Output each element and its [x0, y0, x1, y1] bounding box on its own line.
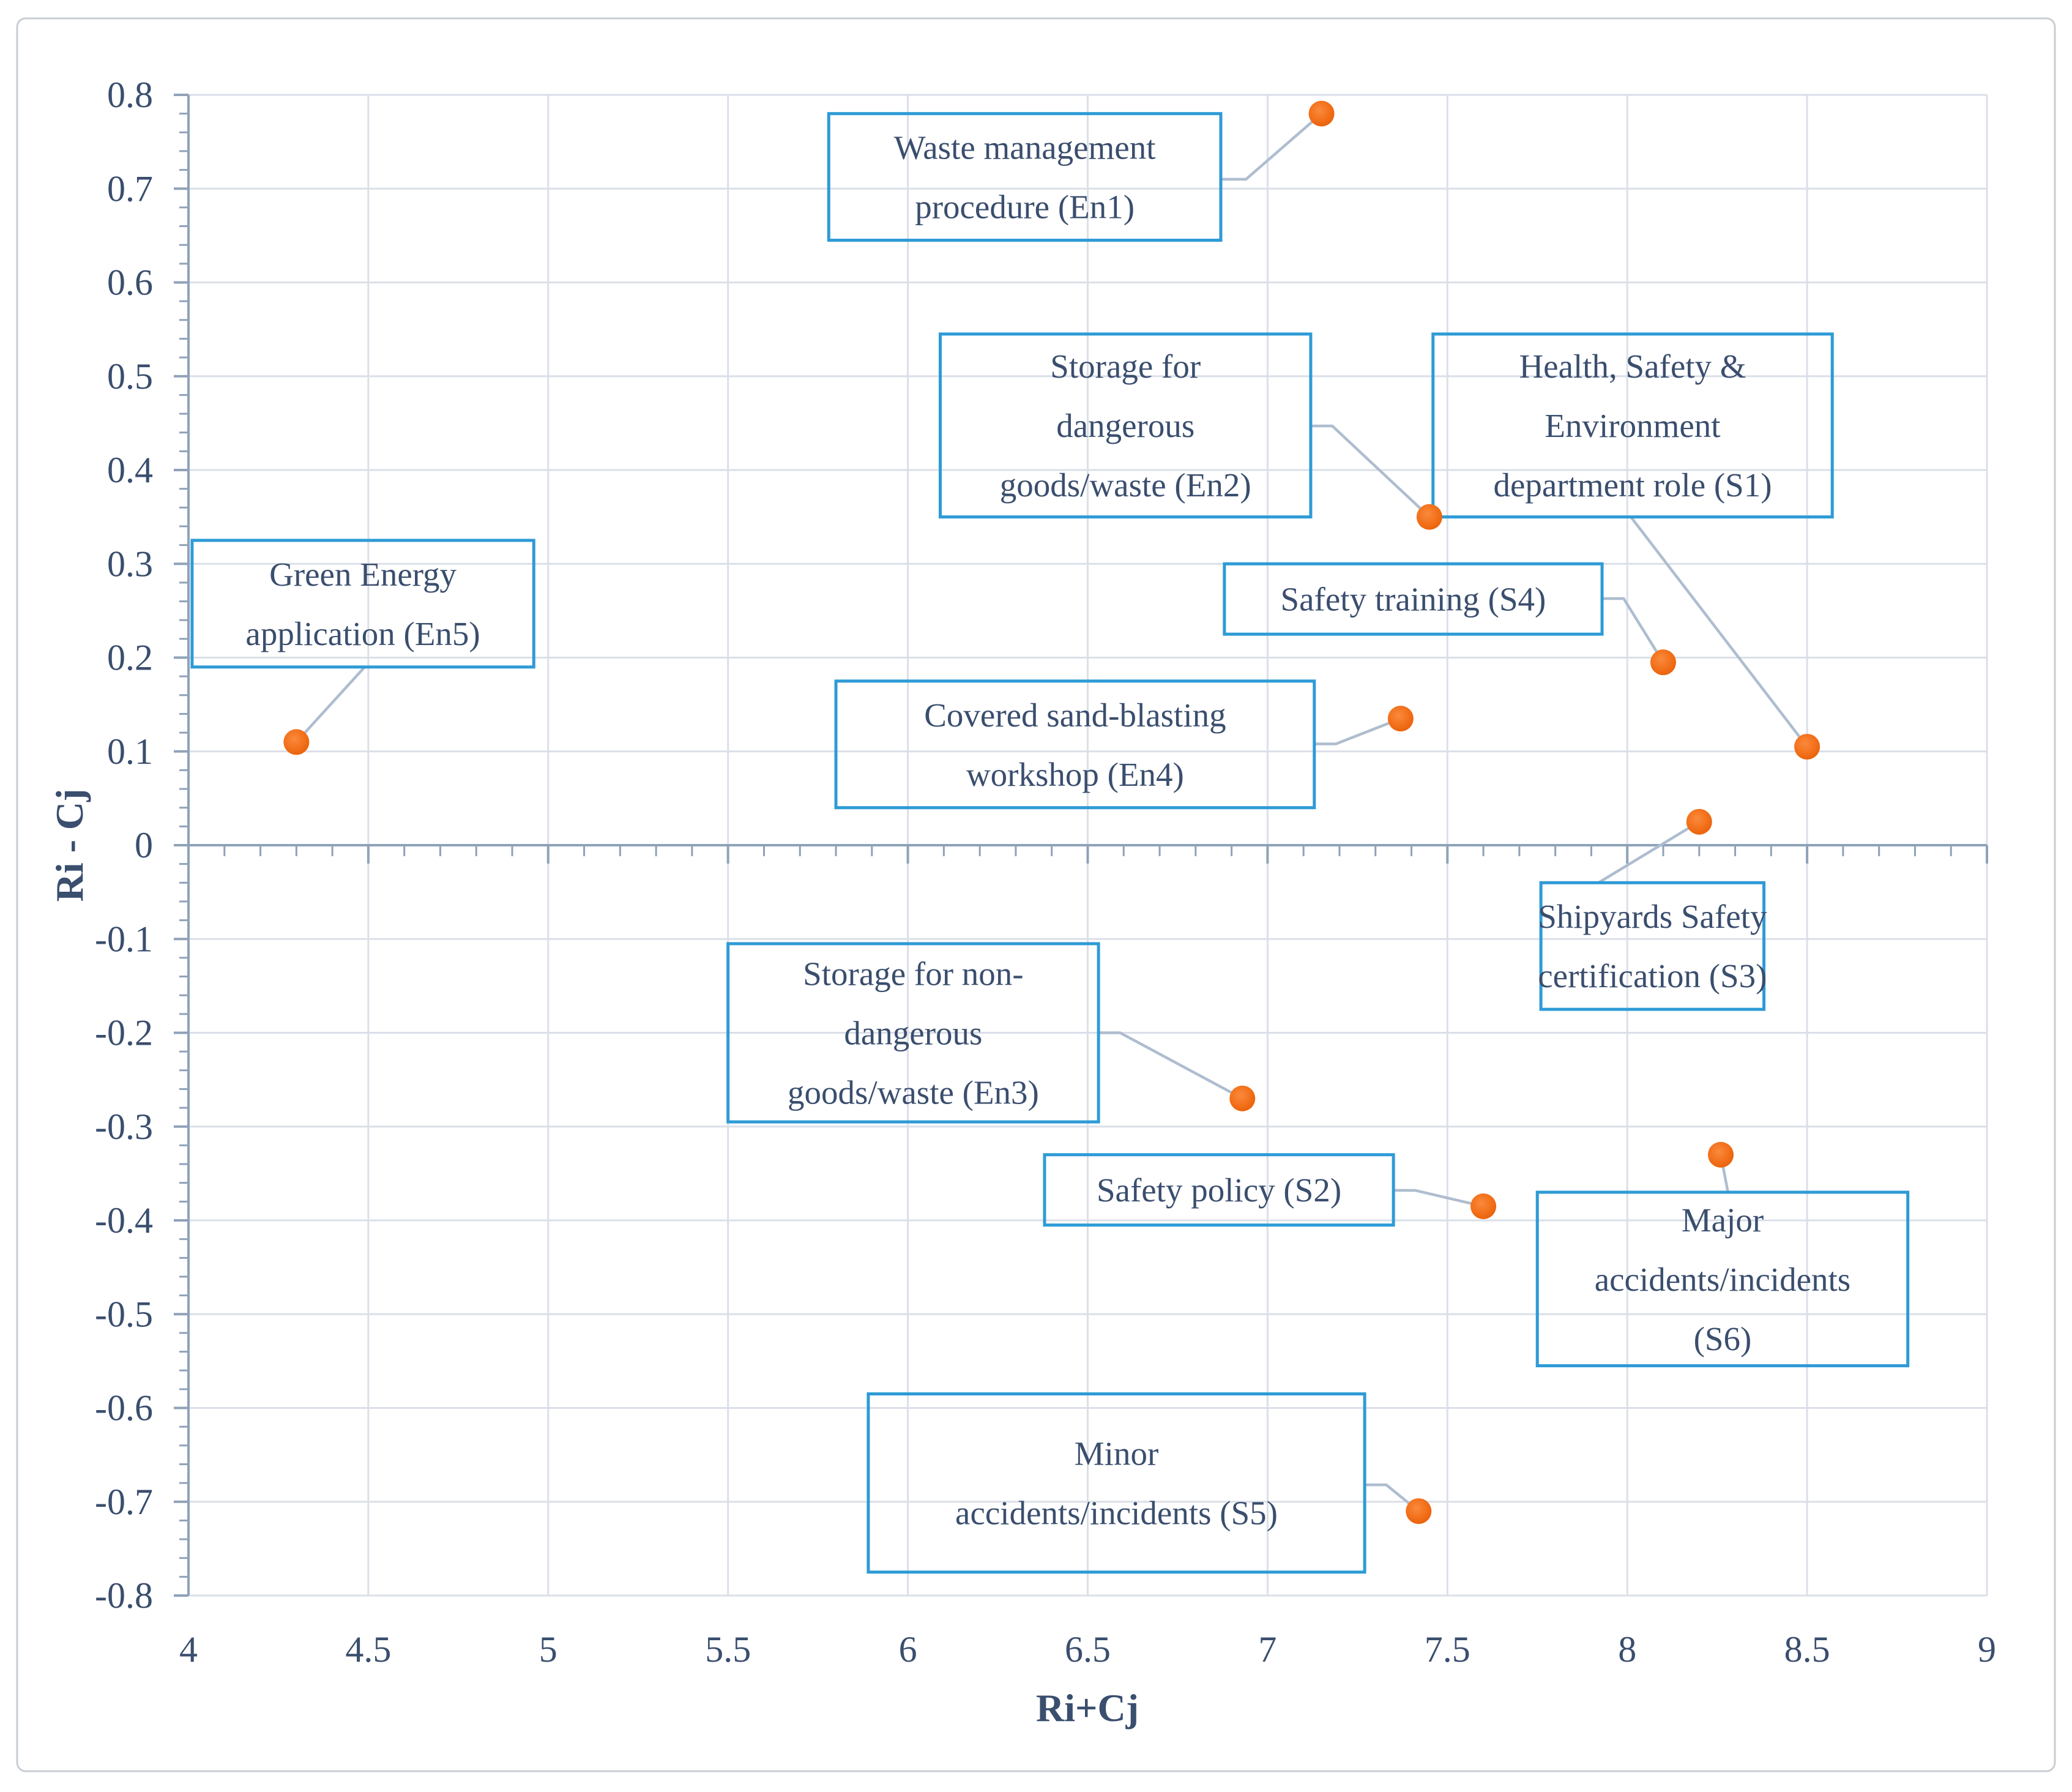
y-tick-label: -0.6: [95, 1388, 153, 1428]
label-box-En3: [726, 942, 1100, 1124]
y-tick-label: -0.5: [95, 1294, 153, 1334]
label-box-En2: [939, 332, 1313, 519]
leader-line-En2: [1310, 424, 1431, 518]
leader-line-S2: [1393, 1189, 1484, 1208]
data-point-S3: [1686, 808, 1712, 835]
x-tick-label: 4.5: [345, 1629, 391, 1670]
leader-line-S4: [1602, 597, 1664, 663]
leader-line-En1: [1220, 112, 1323, 181]
y-tick-label: 0: [135, 825, 153, 865]
label-text-S4: Safety training (S4): [1281, 581, 1546, 618]
x-tick-label: 7: [1258, 1629, 1276, 1670]
x-tick-label: 7.5: [1425, 1629, 1470, 1670]
data-point-S1: [1794, 734, 1820, 760]
label-text-En1: procedure (En1): [915, 189, 1135, 226]
data-point-En1: [1308, 100, 1335, 127]
label-text-S1: Health, Safety &: [1519, 348, 1746, 385]
y-tick-label: 0.2: [107, 638, 153, 678]
y-tick-label: 0.6: [107, 263, 153, 303]
label-text-S5: Minor: [1075, 1435, 1159, 1473]
leader-line-S3: [1598, 820, 1700, 884]
label-box-S5: [866, 1392, 1366, 1574]
label-text-S2: Safety policy (S2): [1097, 1171, 1341, 1209]
leader-line-En5: [295, 666, 366, 743]
label-box-S4: [1223, 562, 1604, 636]
y-tick-label: -0.3: [95, 1107, 153, 1147]
leader-line-En4: [1314, 717, 1401, 745]
y-tick-label: -0.1: [95, 919, 153, 959]
label-text-S5: accidents/incidents (S5): [955, 1495, 1278, 1532]
data-point-S5: [1406, 1498, 1432, 1525]
label-text-S3: certification (S3): [1538, 957, 1767, 995]
label-text-En5: Green Energy: [269, 556, 457, 593]
data-point-En5: [283, 729, 310, 755]
y-tick-label: -0.4: [95, 1200, 153, 1241]
label-box-S6: [1535, 1190, 1910, 1368]
label-box-S1: [1431, 332, 1834, 519]
data-point-En3: [1229, 1085, 1256, 1111]
label-text-S1: Environment: [1545, 407, 1720, 444]
leader-line-S1: [1630, 516, 1808, 748]
label-box-En4: [834, 679, 1316, 810]
y-axis-title: Ri - Cj: [48, 789, 91, 902]
label-box-S3: [1539, 881, 1766, 1011]
y-tick-label: 0.8: [107, 75, 153, 115]
label-box-S2: [1043, 1153, 1395, 1227]
y-tick-label: 0.7: [107, 168, 153, 209]
data-point-En2: [1416, 504, 1442, 530]
x-tick-label: 8: [1618, 1629, 1636, 1670]
x-tick-label: 5.5: [705, 1629, 751, 1670]
y-tick-label: -0.7: [95, 1482, 153, 1522]
label-text-S1: department role (S1): [1493, 466, 1772, 504]
label-box-En1: [827, 112, 1223, 242]
label-text-En3: goods/waste (En3): [788, 1074, 1039, 1111]
label-text-En2: dangerous: [1056, 407, 1194, 444]
x-tick-label: 9: [1978, 1629, 1996, 1670]
data-point-S2: [1470, 1193, 1497, 1220]
leader-line-En3: [1098, 1031, 1243, 1100]
label-box-En5: [190, 539, 535, 669]
label-text-En3: dangerous: [844, 1015, 982, 1052]
x-tick-label: 4: [179, 1629, 198, 1670]
label-text-En4: workshop (En4): [966, 756, 1184, 793]
x-tick-label: 8.5: [1784, 1629, 1830, 1670]
y-tick-label: 0.3: [107, 543, 153, 584]
label-text-S6: Major: [1682, 1201, 1764, 1239]
y-tick-label: -0.2: [95, 1013, 153, 1053]
label-text-En2: goods/waste (En2): [1000, 466, 1251, 504]
data-point-S4: [1650, 649, 1676, 676]
outer-frame: [16, 17, 2056, 1772]
x-tick-label: 6.5: [1065, 1629, 1111, 1670]
label-text-S6: (S6): [1694, 1320, 1752, 1357]
label-text-S6: accidents/incidents: [1595, 1261, 1850, 1298]
label-text-En3: Storage for non-: [803, 955, 1023, 993]
label-text-En4: Covered sand-blasting: [924, 696, 1226, 734]
label-text-En5: application (En5): [245, 615, 480, 652]
x-tick-label: 5: [539, 1629, 557, 1670]
x-axis-title: Ri+Cj: [1036, 1686, 1139, 1730]
label-text-En1: Waste management: [894, 129, 1156, 166]
leader-line-S5: [1365, 1483, 1420, 1512]
y-tick-label: 0.1: [107, 731, 153, 772]
data-point-S6: [1708, 1141, 1734, 1168]
x-tick-label: 6: [899, 1629, 917, 1670]
y-tick-label: 0.4: [107, 450, 153, 490]
label-text-En2: Storage for: [1050, 348, 1201, 385]
y-tick-label: 0.5: [107, 356, 153, 397]
data-point-En4: [1387, 706, 1414, 732]
y-tick-label: -0.8: [95, 1575, 153, 1616]
label-text-S3: Shipyards Safety: [1538, 898, 1767, 935]
